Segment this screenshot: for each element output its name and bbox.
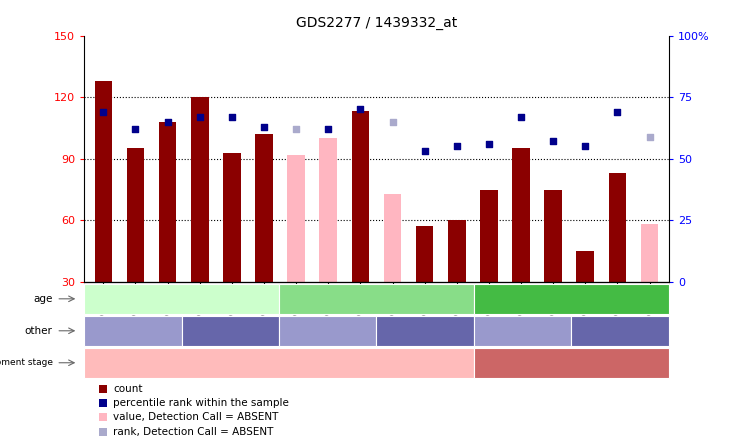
Text: polysome: polysome [301, 326, 355, 336]
Text: age: age [33, 294, 53, 304]
Text: 17 d: 17 d [169, 294, 194, 304]
Point [226, 113, 238, 120]
Text: other: other [25, 326, 53, 336]
Point [451, 143, 463, 150]
Point [290, 126, 302, 133]
Point [515, 113, 527, 120]
Text: rank, Detection Call = ABSENT: rank, Detection Call = ABSENT [113, 427, 273, 436]
Text: value, Detection Call = ABSENT: value, Detection Call = ABSENT [113, 412, 279, 422]
Bar [609, 173, 626, 282]
Bar [191, 97, 208, 282]
Bar [416, 226, 433, 282]
Point [194, 113, 205, 120]
Bar [384, 194, 401, 282]
Bar [480, 190, 498, 282]
Bar [545, 190, 562, 282]
Text: count: count [113, 384, 143, 394]
Bar [352, 111, 369, 282]
Point [548, 138, 559, 145]
Point [419, 148, 431, 155]
Point [612, 108, 624, 115]
Point [580, 143, 591, 150]
Text: polysome: polysome [496, 326, 550, 336]
Text: 22 d: 22 d [364, 294, 389, 304]
Text: RNP: RNP [219, 326, 242, 336]
Text: prepuberal: prepuberal [249, 358, 309, 368]
Bar [512, 148, 530, 282]
Point [355, 106, 366, 113]
Point [162, 118, 173, 125]
Point [644, 133, 656, 140]
Point [129, 126, 141, 133]
Text: development stage: development stage [0, 358, 53, 367]
Point [258, 123, 270, 130]
Point [97, 108, 109, 115]
Text: RNP: RNP [609, 326, 632, 336]
Text: polysome: polysome [106, 326, 159, 336]
Bar [448, 220, 466, 282]
Text: 60 - 80 d: 60 - 80 d [547, 294, 596, 304]
Point [387, 118, 398, 125]
Point [483, 140, 495, 147]
Bar [126, 148, 144, 282]
Bar [94, 81, 112, 282]
Point [322, 126, 334, 133]
Text: percentile rank within the sample: percentile rank within the sample [113, 398, 289, 408]
Title: GDS2277 / 1439332_at: GDS2277 / 1439332_at [296, 16, 457, 30]
Bar [223, 153, 240, 282]
Bar [319, 138, 337, 282]
Bar [641, 225, 659, 282]
Bar [159, 122, 176, 282]
Text: adult: adult [557, 358, 586, 368]
Bar [577, 251, 594, 282]
Bar [255, 134, 273, 282]
Bar [287, 155, 305, 282]
Text: RNP: RNP [414, 326, 436, 336]
